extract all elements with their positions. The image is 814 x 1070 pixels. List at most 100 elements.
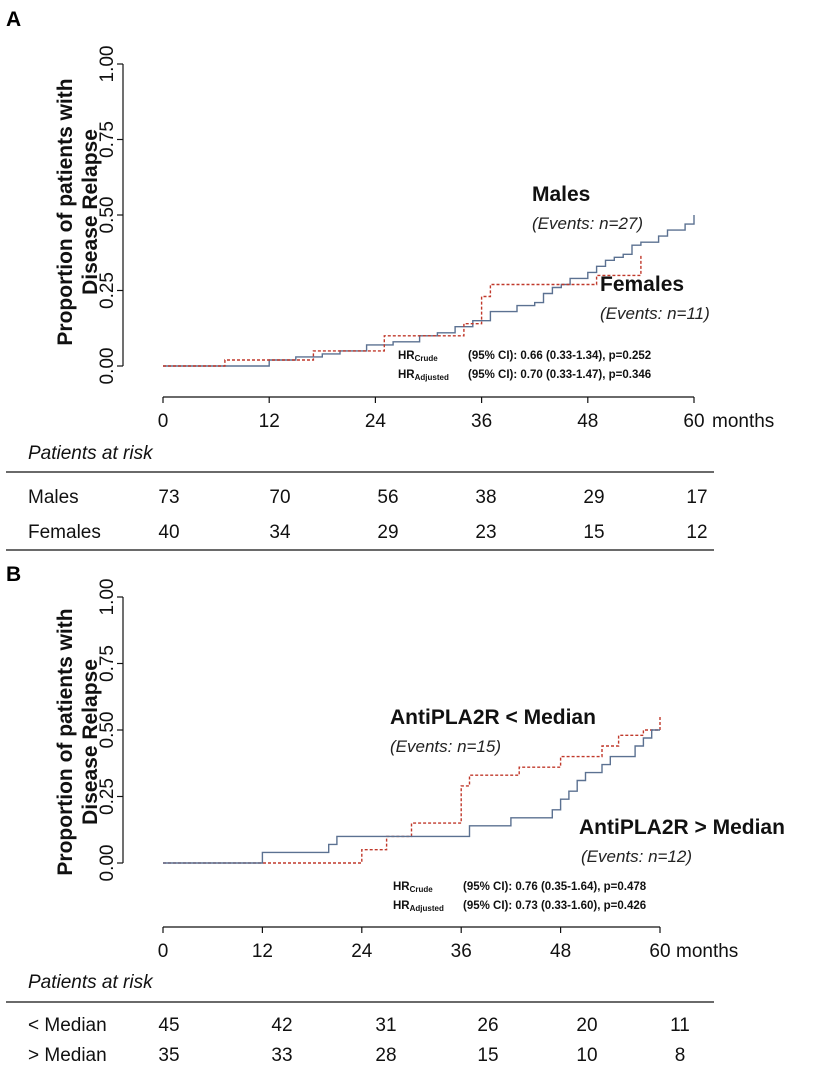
panel-a-hr-adjusted: HRAdjusted (95% CI): 0.70 (0.33-1.47), p… — [398, 369, 651, 382]
risk-value: 35 — [158, 1045, 179, 1066]
panel-b-ylabel: Proportion of patients with Disease Rela… — [54, 608, 102, 875]
km-curve-females — [163, 254, 642, 367]
panel-a-legend-males: Males — [532, 183, 590, 206]
panel-a-risk-table: Patients at risk Males Females 73 70 56 38 2… — [6, 443, 714, 551]
svg-text:HRAdjusted: HRAdjusted — [398, 369, 449, 382]
svg-text:HRCrude: HRCrude — [398, 350, 438, 363]
panel-b-risk-row-label: < Median — [28, 1015, 107, 1036]
panel-a-risk-row-label: Females — [28, 522, 101, 543]
y-tick-label: 0.50 — [97, 197, 118, 234]
risk-value: 34 — [269, 522, 291, 543]
y-tick-label: 0.25 — [97, 778, 118, 815]
panel-b-hr-crude-sub: Crude — [410, 885, 434, 894]
y-tick-label: 0.75 — [97, 121, 118, 158]
panel-b-ylabel-line2: Disease Relapse — [79, 659, 102, 825]
risk-value: 29 — [377, 522, 398, 543]
x-tick-label: 24 — [365, 411, 387, 432]
risk-value: 11 — [670, 1015, 690, 1036]
risk-value: 15 — [583, 522, 604, 543]
panel-a-legend-females: Females — [600, 273, 684, 296]
panel-a-hr-crude-value: (95% CI): 0.66 (0.33-1.34), p=0.252 — [468, 350, 651, 362]
svg-text:HRAdjusted: HRAdjusted — [393, 900, 444, 913]
panel-b-hr-adjusted-sub: Adjusted — [410, 904, 444, 913]
panel-a-events-females: (Events: n=11) — [600, 304, 710, 323]
y-tick-label: 1.00 — [97, 46, 118, 83]
panel-a-ylabel: Proportion of patients with Disease Rela… — [54, 78, 102, 345]
risk-value: 73 — [158, 487, 179, 508]
x-tick-label: 60 — [683, 411, 704, 432]
panel-a-risk-values: 73 70 56 38 29 17 40 34 29 23 15 12 — [158, 487, 707, 543]
panel-a-curves — [163, 215, 695, 367]
panel-b-hr-adjusted-label: HR — [393, 900, 410, 912]
panel-b-y-axis: 0.00 0.25 0.50 0.75 1.00 — [97, 579, 124, 882]
panel-a-y-axis: 0.00 0.25 0.50 0.75 1.00 — [97, 46, 124, 385]
panel-a-ylabel-line1: Proportion of patients with — [54, 78, 77, 345]
y-tick-label: 0.25 — [97, 272, 118, 309]
risk-value: 70 — [269, 487, 290, 508]
panel-b-hr-crude-label: HR — [393, 881, 410, 893]
panel-a-hr-crude-sub: Crude — [415, 354, 439, 363]
panel-b-hr-crude: HRCrude (95% CI): 0.76 (0.35-1.64), p=0.… — [393, 881, 647, 894]
panel-b-hr-adjusted-value: (95% CI): 0.73 (0.33-1.60), p=0.426 — [463, 900, 646, 912]
panel-a-risk-title: Patients at risk — [28, 443, 154, 464]
x-tick-label: 12 — [252, 941, 273, 962]
panel-a: A Proportion of patients with Disease Re… — [6, 8, 774, 551]
panel-a-label: A — [6, 8, 21, 31]
panel-b-label: B — [6, 563, 21, 586]
x-tick-label: 0 — [158, 941, 169, 962]
y-tick-label: 0.50 — [97, 712, 118, 749]
risk-value: 8 — [675, 1045, 686, 1066]
risk-value: 12 — [686, 522, 707, 543]
risk-value: 10 — [576, 1045, 597, 1066]
panel-b-risk-values: 45 42 31 26 20 11 35 33 28 15 10 8 — [158, 1015, 689, 1066]
panel-a-events-males: (Events: n=27) — [532, 214, 643, 233]
svg-text:HRCrude: HRCrude — [393, 881, 433, 894]
x-tick-label: 12 — [259, 411, 280, 432]
panel-b-curves — [163, 716, 661, 864]
x-tick-label: 24 — [351, 941, 373, 962]
y-tick-label: 1.00 — [97, 579, 118, 616]
x-tick-label: 36 — [471, 411, 492, 432]
panel-a-risk-row-label: Males — [28, 487, 79, 508]
panel-a-hr-adjusted-sub: Adjusted — [415, 373, 449, 382]
risk-value: 15 — [477, 1045, 498, 1066]
panel-a-hr-crude: HRCrude (95% CI): 0.66 (0.33-1.34), p=0.… — [398, 350, 651, 363]
x-tick-label: 36 — [451, 941, 472, 962]
x-tick-label: 48 — [550, 941, 571, 962]
x-tick-label: 60 — [649, 941, 670, 962]
risk-value: 42 — [271, 1015, 292, 1036]
risk-value: 33 — [271, 1045, 292, 1066]
risk-value: 28 — [375, 1045, 396, 1066]
panel-b-risk-title: Patients at risk — [28, 972, 154, 993]
panel-a-x-axis: 0 12 24 36 48 60 — [158, 396, 705, 432]
panel-a-x-unit: months — [712, 411, 774, 432]
panel-b-events-below: (Events: n=15) — [390, 737, 501, 756]
panel-b-risk-row-label: > Median — [28, 1045, 107, 1066]
risk-value: 20 — [576, 1015, 597, 1036]
panel-a-hr-adjusted-value: (95% CI): 0.70 (0.33-1.47), p=0.346 — [468, 369, 651, 381]
panel-a-hr-crude-label: HR — [398, 350, 415, 362]
panel-b-ylabel-line1: Proportion of patients with — [54, 608, 77, 875]
panel-b-legend-above: AntiPLA2R > Median — [579, 816, 785, 839]
panel-b-hr-crude-value: (95% CI): 0.76 (0.35-1.64), p=0.478 — [463, 881, 647, 893]
risk-value: 40 — [158, 522, 179, 543]
panel-b: B Proportion of patients with Disease Re… — [6, 563, 785, 1066]
km-curve-antipla2r-median — [163, 716, 661, 864]
x-tick-label: 48 — [577, 411, 598, 432]
y-tick-label: 0.00 — [97, 845, 118, 882]
panel-b-risk-table: Patients at risk < Median > Median 45 42 3… — [6, 972, 714, 1066]
x-tick-label: 0 — [158, 411, 169, 432]
y-tick-label: 0.00 — [97, 348, 118, 385]
panel-b-x-unit: months — [676, 941, 738, 962]
panel-b-hr-adjusted: HRAdjusted (95% CI): 0.73 (0.33-1.60), p… — [393, 900, 646, 913]
risk-value: 26 — [477, 1015, 498, 1036]
panel-b-events-above: (Events: n=12) — [581, 847, 692, 866]
risk-value: 38 — [475, 487, 496, 508]
km-curve-antipla2r-median — [163, 729, 660, 864]
risk-value: 56 — [377, 487, 398, 508]
panel-b-x-axis: 0 12 24 36 48 60 — [158, 926, 671, 962]
risk-value: 31 — [375, 1015, 396, 1036]
risk-value: 29 — [583, 487, 604, 508]
y-tick-label: 0.75 — [97, 645, 118, 682]
